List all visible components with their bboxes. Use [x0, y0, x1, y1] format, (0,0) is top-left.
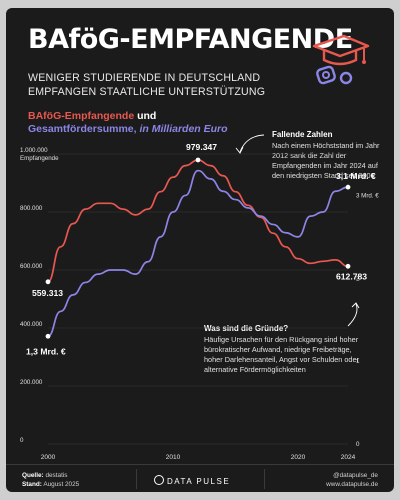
data-point	[45, 333, 51, 339]
data-point	[195, 157, 201, 163]
graduation-cap-icon	[312, 34, 370, 85]
data-point	[345, 184, 351, 190]
subtitle-line-2: EMPFANGEN STAATLICHE UNTERSTÜTZUNG	[28, 86, 266, 98]
right-axis-tick-label: 2	[356, 275, 360, 282]
brand-name: DATA PULSE	[167, 477, 231, 486]
footer-divider-right	[264, 469, 265, 489]
data-point	[45, 279, 51, 285]
date-label: Stand:	[22, 480, 42, 488]
x-axis-tick-label: 2020	[291, 454, 306, 461]
footer-contact: @datapulse_de www.datapulse.de	[326, 472, 378, 489]
left-axis-tick-label: 0	[20, 437, 24, 444]
data-label: 1,3 Mrd. €	[26, 346, 66, 356]
footer-divider-left	[136, 469, 137, 489]
left-axis-unit-label: Empfangende	[20, 155, 59, 162]
right-axis-tick-label: 1	[356, 358, 360, 365]
legend-series-2: Gesamtfördersumme,	[28, 123, 137, 135]
data-point	[345, 263, 351, 269]
data-label: 979.347	[186, 142, 217, 152]
annotation-arrow-1-head	[235, 146, 244, 154]
website-link[interactable]: www.datapulse.de	[326, 480, 378, 488]
annotation-falling-numbers: Fallende Zahlen Nach einem Höchststand i…	[272, 130, 382, 181]
brand-icon	[154, 475, 164, 485]
source-label: Quelle:	[22, 472, 44, 479]
legend-joiner: und	[134, 110, 157, 122]
footer: Quelle: destatis Stand: August 2025 DATA…	[6, 464, 394, 492]
left-axis-tick-label: 600.000	[20, 263, 43, 270]
annotation-arrow-2	[347, 303, 358, 327]
line-chart: 0 200.000 400.000 600.000 800.000 1.000.000Em…	[20, 134, 379, 461]
social-handle[interactable]: @datapulse_de	[333, 472, 378, 479]
series-line-1	[47, 159, 349, 283]
right-axis-tick-label: 3 Mrd. €	[356, 192, 379, 199]
subtitle: WENIGER STUDIERENDE IN DEUTSCHLAND EMPFA…	[28, 71, 265, 99]
legend-series-1: BAföG-Empfangende	[28, 110, 135, 122]
data-label: 559.313	[32, 288, 63, 298]
chart-legend: BAföG-Empfangende und Gesamtfördersumme,…	[28, 110, 228, 136]
source-value: destatis	[45, 472, 68, 479]
data-label: 612.783	[336, 271, 367, 281]
date-value: August 2025	[43, 480, 80, 488]
left-axis-tick-label: 1.000.000	[20, 147, 48, 154]
infographic-card: BAföG-EMPFANGENDE WENIGER STUDIERENDE IN…	[6, 8, 394, 492]
x-axis-tick-label: 2010	[166, 454, 181, 461]
annotation-2-title: Was sind die Gründe?	[204, 324, 289, 333]
annotation-1-text: Nach einem Höchststand im Jahr 2012 sank…	[272, 141, 380, 180]
footer-source: Quelle: destatis Stand: August 2025	[22, 472, 79, 489]
annotation-2-text: Häufige Ursachen für den Rückgang sind h…	[204, 335, 359, 374]
x-axis-tick-label: 2024	[341, 454, 356, 461]
legend-series-2-suffix: in Milliarden Euro	[139, 123, 228, 135]
brand-logo: DATA PULSE	[154, 475, 230, 486]
series-line-2	[47, 169, 349, 338]
x-axis-tick-label: 2000	[41, 454, 56, 461]
left-axis-tick-label: 400.000	[20, 321, 43, 328]
annotation-arrow-2-head	[351, 302, 360, 309]
annotation-1-title: Fallende Zahlen	[272, 130, 333, 139]
right-axis-tick-label: 0	[356, 441, 360, 448]
data-label: 3,1 Mrd. €	[336, 171, 376, 181]
page-title: BAföG-EMPFANGENDE	[28, 24, 353, 55]
left-axis-tick-label: 800.000	[20, 205, 43, 212]
annotation-reasons: Was sind die Gründe? Häufige Ursachen fü…	[204, 324, 369, 375]
subtitle-line-1: WENIGER STUDIERENDE IN DEUTSCHLAND	[28, 72, 261, 84]
annotation-arrow-1	[239, 134, 265, 153]
left-axis-tick-label: 200.000	[20, 379, 43, 386]
